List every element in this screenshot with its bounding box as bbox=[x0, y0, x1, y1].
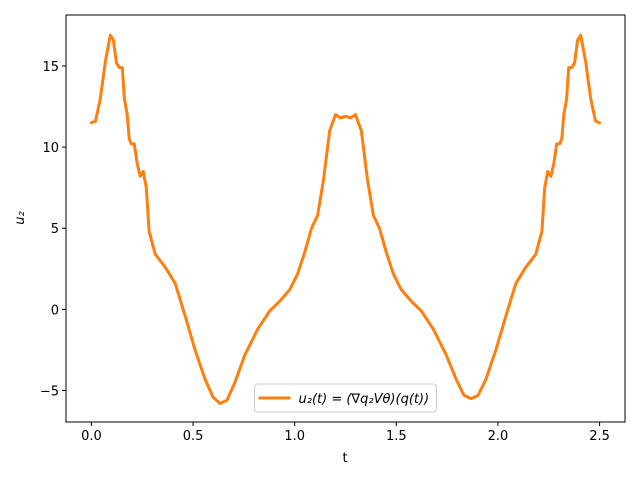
legend-box bbox=[254, 383, 437, 413]
y-tick-label: 10 bbox=[42, 141, 59, 156]
x-tick-label: 0.5 bbox=[183, 429, 204, 444]
y-axis-label: u₂ bbox=[13, 211, 28, 224]
y-tick-label: 5 bbox=[51, 222, 59, 237]
legend-label: u₂(t) = (∇q₂Vθ)(q(t)) bbox=[299, 392, 430, 407]
x-tick-label: 0.0 bbox=[81, 429, 102, 444]
x-axis-label: t bbox=[342, 451, 347, 466]
x-tick-label: 1.5 bbox=[386, 429, 407, 444]
axes-frame bbox=[65, 14, 626, 423]
y-tick-label: 15 bbox=[42, 60, 59, 75]
y-tick-label: 0 bbox=[51, 303, 59, 318]
y-tick-label: −5 bbox=[40, 385, 59, 400]
x-tick-label: 1.0 bbox=[284, 429, 305, 444]
x-tick-label: 2.5 bbox=[589, 429, 610, 444]
x-tick-label: 2.0 bbox=[488, 429, 509, 444]
data-line bbox=[89, 33, 602, 405]
